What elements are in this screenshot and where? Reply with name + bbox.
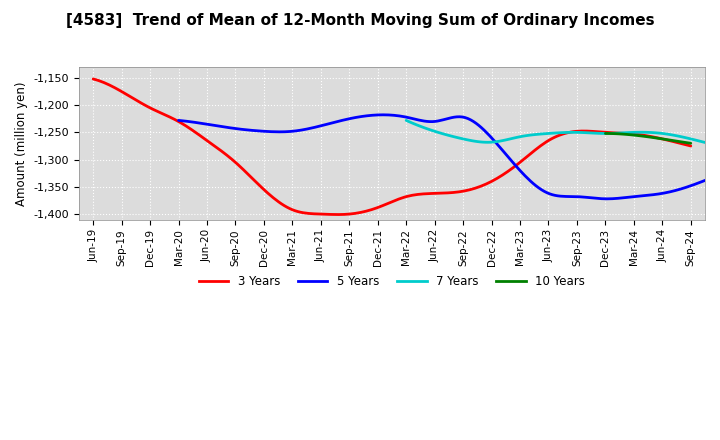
Legend: 3 Years, 5 Years, 7 Years, 10 Years: 3 Years, 5 Years, 7 Years, 10 Years — [194, 271, 590, 293]
Y-axis label: Amount (million yen): Amount (million yen) — [15, 81, 28, 205]
Text: [4583]  Trend of Mean of 12-Month Moving Sum of Ordinary Incomes: [4583] Trend of Mean of 12-Month Moving … — [66, 13, 654, 28]
